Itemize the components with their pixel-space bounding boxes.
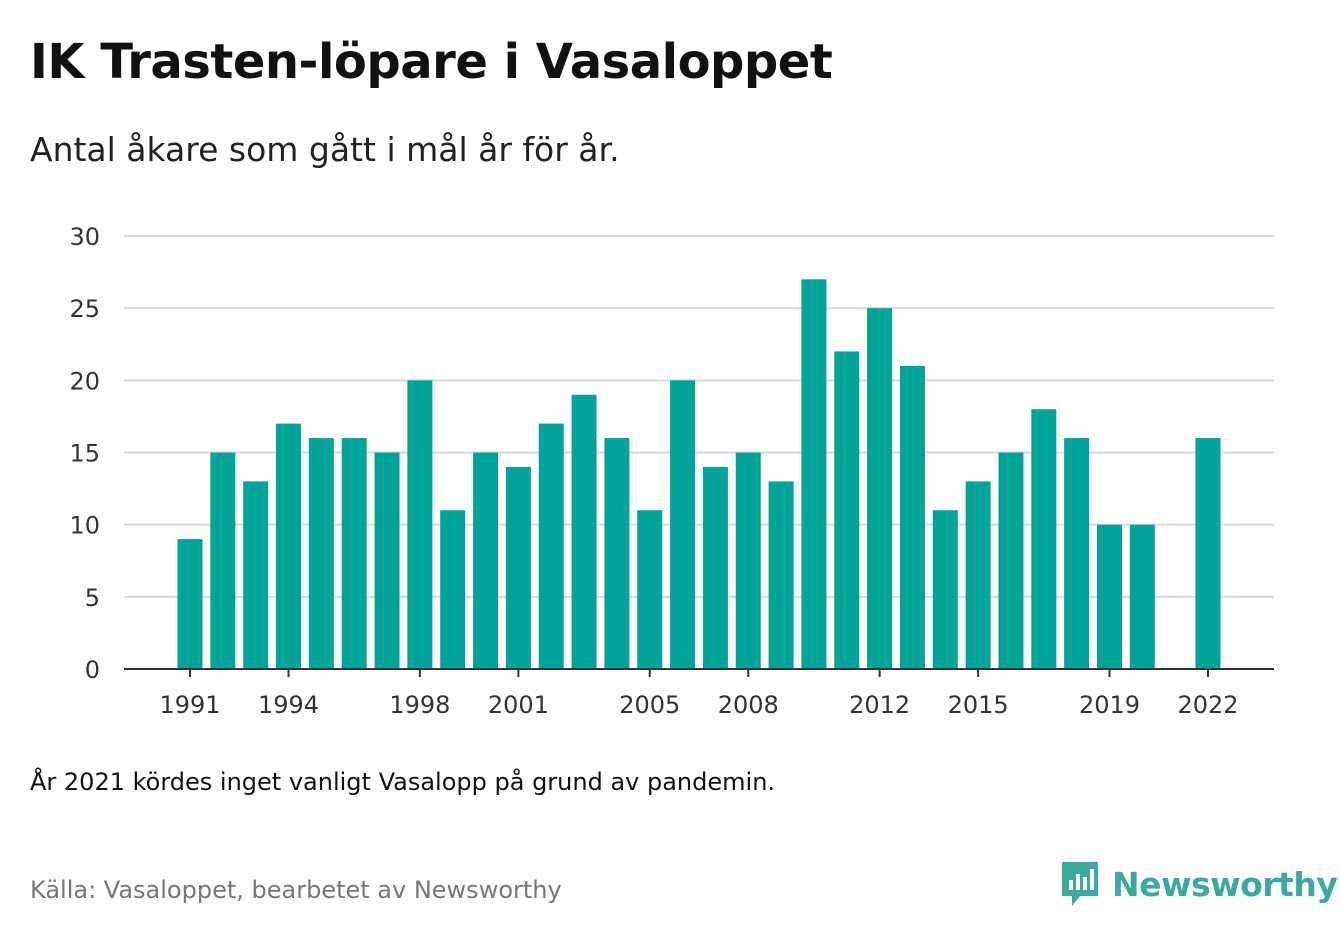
bar-2013 <box>899 365 925 669</box>
bar-2003 <box>571 394 597 669</box>
bar-2018 <box>1064 438 1090 669</box>
bar-2019 <box>1096 524 1122 669</box>
bar-1993 <box>243 481 269 669</box>
bar-1992 <box>210 452 236 669</box>
y-tick-label-0: 0 <box>85 656 100 684</box>
brand-name: Newsworthy <box>1112 864 1338 904</box>
x-tick-label-2022: 2022 <box>1177 691 1238 719</box>
chart-source: Källa: Vasaloppet, bearbetet av Newswort… <box>30 876 562 904</box>
bar-2005 <box>637 510 663 669</box>
bar-2015 <box>965 481 991 669</box>
x-tick-label-2001: 2001 <box>488 691 549 719</box>
axes: 0 5 10 15 20 25 30 1991 1994 1998 2001 2005 2008 2012… <box>69 223 1274 719</box>
bar-1995 <box>308 438 334 669</box>
y-tick-label-10: 10 <box>69 512 100 540</box>
y-tick-label-5: 5 <box>85 584 100 612</box>
y-tick-label-25: 25 <box>69 295 100 323</box>
x-tick-label-2005: 2005 <box>619 691 680 719</box>
bar-1998 <box>407 380 433 669</box>
x-tick-label-1998: 1998 <box>389 691 450 719</box>
bar-1999 <box>440 510 466 669</box>
bar-2008 <box>735 452 761 669</box>
x-tick-label-1994: 1994 <box>258 691 319 719</box>
chart-title: IK Trasten-löpare i Vasaloppet <box>30 34 833 90</box>
x-tick-label-2012: 2012 <box>849 691 910 719</box>
bar-2009 <box>768 481 794 669</box>
x-tick-label-2015: 2015 <box>948 691 1009 719</box>
y-tick-label-20: 20 <box>69 367 100 395</box>
bar-2004 <box>604 438 630 669</box>
bar-2020 <box>1129 524 1155 669</box>
chart-note: År 2021 kördes inget vanligt Vasalopp på… <box>30 768 776 796</box>
newsworthy-logo-icon <box>1062 862 1098 906</box>
bar-2000 <box>473 452 499 669</box>
bar-2022 <box>1195 438 1221 669</box>
bar-2001 <box>505 466 531 669</box>
bar-2007 <box>702 466 728 669</box>
bar-2010 <box>801 279 827 669</box>
x-tick-label-2019: 2019 <box>1079 691 1140 719</box>
y-tick-label-15: 15 <box>69 440 100 468</box>
brand-logo: Newsworthy <box>1060 860 1338 908</box>
bar-1991 <box>177 539 203 669</box>
bars <box>177 279 1221 669</box>
bar-2012 <box>867 308 893 669</box>
bar-2002 <box>538 423 564 669</box>
bar-2016 <box>998 452 1024 669</box>
y-tick-label-30: 30 <box>69 223 100 251</box>
bar-1996 <box>341 438 367 669</box>
bar-2006 <box>670 380 696 669</box>
bar-1997 <box>374 452 400 669</box>
bar-1994 <box>276 423 302 669</box>
x-tick-label-1991: 1991 <box>159 691 220 719</box>
bar-2017 <box>1031 409 1057 669</box>
bar-2011 <box>834 351 860 669</box>
chart-subtitle: Antal åkare som gått i mål år för år. <box>30 130 620 169</box>
x-tick-label-2008: 2008 <box>718 691 779 719</box>
bar-2014 <box>932 510 958 669</box>
bar-chart: 0 5 10 15 20 25 30 1991 1994 1998 2001 2005 2008 2012… <box>69 223 1274 719</box>
